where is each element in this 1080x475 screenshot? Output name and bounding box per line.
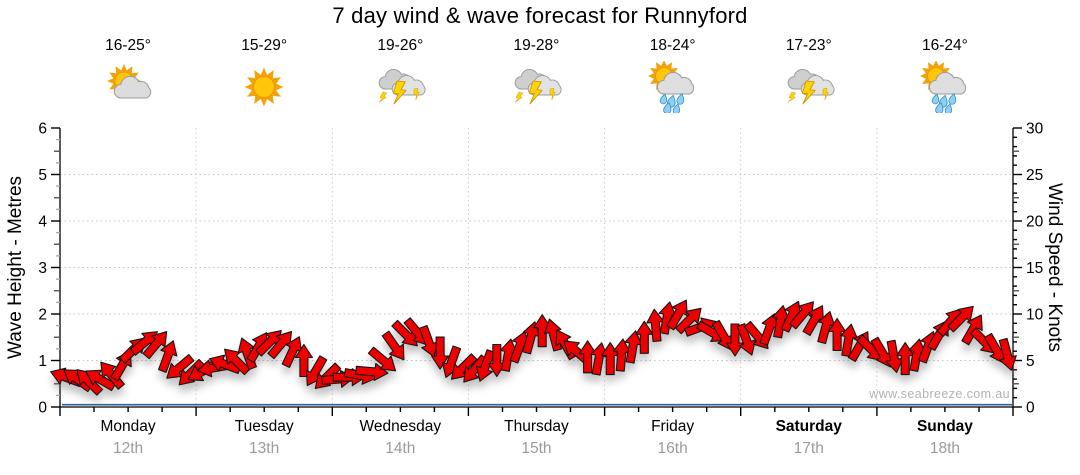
- wind-arrow: [870, 336, 892, 368]
- storm-icon: [379, 68, 426, 105]
- day-date-label: 13th: [249, 440, 280, 457]
- left-axis-tick-label: 4: [38, 214, 47, 231]
- wind-arrow: [166, 354, 195, 379]
- wind-arrow: [780, 300, 802, 333]
- wind-arrow: [666, 299, 688, 331]
- day-name-label: Monday: [100, 418, 156, 435]
- day-date-label: 15th: [521, 440, 552, 457]
- day-date-label: 16th: [657, 440, 688, 457]
- right-axis-title: Wind Speed - Knots: [1044, 183, 1065, 352]
- wind-arrow: [802, 305, 824, 337]
- wind-arrow: [522, 321, 541, 355]
- wind-arrow: [499, 338, 518, 372]
- left-axis-tick-label: 2: [38, 307, 47, 324]
- day-name-label: Wednesday: [359, 418, 442, 435]
- right-axis-tick-label: 5: [1026, 353, 1035, 370]
- wind-arrow: [450, 353, 478, 380]
- wind-arrows: [50, 299, 1017, 396]
- day-name-label: Tuesday: [234, 418, 294, 435]
- wind-arrow: [725, 323, 745, 357]
- left-axis-tick-label: 6: [38, 121, 47, 138]
- wind-arrow: [624, 330, 643, 364]
- storm-icon: [515, 68, 562, 105]
- bottom-axis-ticks: [59, 407, 1014, 416]
- day-temp-label: 15-29°: [241, 37, 288, 54]
- left-axis-ticks: [51, 127, 60, 408]
- storm-icon: [787, 68, 835, 105]
- wind-arrow: [142, 330, 168, 360]
- wind-arrow: [772, 305, 790, 339]
- right-axis-tick-label: 20: [1026, 214, 1044, 231]
- wind-arrow: [961, 314, 983, 346]
- day-date-label: 18th: [929, 440, 961, 457]
- wind-arrow: [675, 307, 702, 335]
- wind-arrow: [908, 338, 927, 372]
- sun-showers-icon: [919, 60, 967, 115]
- day-date-label: 14th: [385, 440, 416, 457]
- day-name-label: Friday: [651, 418, 695, 435]
- weather-icon-cell: [468, 61, 604, 118]
- right-axis-ticks: [1013, 127, 1022, 408]
- wind-arrow: [391, 319, 418, 347]
- day-name-label: Thursday: [504, 418, 569, 435]
- wind-arrow: [817, 310, 836, 345]
- watermark: www.seabreeze.com.au: [869, 387, 1010, 401]
- wind-arrow: [355, 362, 389, 381]
- left-axis-tick-label: 0: [38, 400, 47, 417]
- right-axis-tick-label: 30: [1026, 121, 1044, 138]
- weather-icon-cell: [196, 61, 332, 118]
- weather-icon-cell: [605, 60, 741, 118]
- wind-arrow: [885, 339, 904, 374]
- wind-arrow: [367, 346, 397, 372]
- day-date-label: 12th: [112, 440, 144, 457]
- day-temp-label: 19-28°: [513, 37, 560, 54]
- day-name-label: Saturday: [775, 418, 842, 435]
- day-temp-label: 18-24°: [649, 37, 696, 54]
- wind-arrow: [998, 337, 1017, 371]
- wind-arrow: [736, 323, 756, 356]
- day-date-label: 17th: [793, 440, 824, 457]
- sunny-icon: [244, 67, 284, 107]
- sun-showers-icon: [647, 60, 694, 115]
- wind-arrow: [658, 301, 677, 335]
- weather-icon-cell: [60, 61, 196, 118]
- wind-arrow: [828, 317, 847, 352]
- wind-arrow: [76, 369, 104, 396]
- day-temp-label: 16-24°: [922, 37, 968, 54]
- right-axis-tick-label: 0: [1026, 400, 1035, 417]
- wind-arrow: [533, 314, 552, 348]
- right-axis-tick-label: 15: [1026, 260, 1043, 277]
- wind-arrow: [947, 305, 974, 333]
- left-axis-tick-label: 5: [38, 167, 47, 184]
- left-axis-tick-label: 1: [38, 353, 47, 370]
- page-title: 7 day wind & wave forecast for Runnyford: [332, 3, 748, 28]
- wind-arrow: [381, 330, 405, 361]
- wind-arrow: [487, 343, 506, 378]
- day-temp-label: 17-23°: [785, 37, 832, 54]
- wind-arrow: [612, 338, 631, 372]
- wind-arrow: [418, 324, 439, 358]
- wind-arrow: [431, 336, 450, 370]
- day-temp-label: 16-25°: [105, 37, 151, 54]
- day-name-label: Sunday: [916, 418, 973, 435]
- weather-icon-cell: [877, 60, 1013, 118]
- wind-arrow: [267, 330, 293, 360]
- wind-arrow: [475, 349, 496, 382]
- wind-arrow: [281, 336, 303, 368]
- right-axis-tick-label: 25: [1026, 167, 1043, 184]
- wind-arrow: [635, 320, 654, 354]
- day-temp-label: 19-26°: [377, 37, 424, 54]
- wind-arrow: [646, 308, 665, 343]
- partly-cloudy-icon: [107, 64, 152, 99]
- wind-arrow: [158, 340, 178, 373]
- left-axis-tick-label: 3: [38, 260, 47, 277]
- wind-arrow: [789, 301, 814, 330]
- weather-icon-cell: [741, 61, 877, 118]
- right-axis-tick-label: 10: [1026, 307, 1044, 324]
- wind-arrow: [463, 354, 488, 383]
- weather-icon-cell: [332, 61, 468, 118]
- wind-arrow: [578, 340, 597, 374]
